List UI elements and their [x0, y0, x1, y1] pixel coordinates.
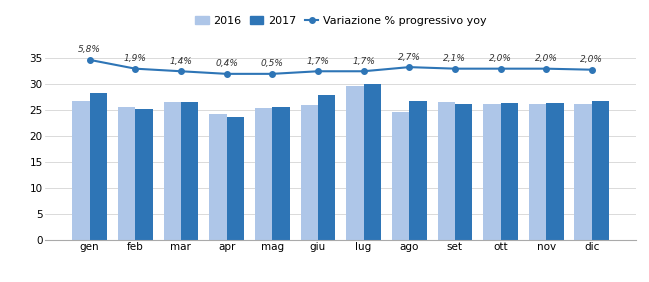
Text: 2,0%: 2,0% — [535, 54, 557, 63]
Bar — [181, 102, 199, 240]
Text: 2,0%: 2,0% — [489, 54, 512, 63]
Bar — [90, 93, 107, 240]
Bar — [410, 101, 426, 240]
Bar — [135, 109, 153, 240]
Bar — [272, 107, 289, 240]
Bar — [318, 94, 336, 240]
Text: 2,0%: 2,0% — [580, 55, 604, 64]
Legend: 2016, 2017, Variazione % progressivo yoy: 2016, 2017, Variazione % progressivo yoy — [191, 11, 491, 30]
Bar — [300, 105, 318, 240]
Bar — [392, 112, 410, 240]
Bar — [209, 114, 227, 240]
Text: 0,4%: 0,4% — [215, 59, 238, 68]
Bar — [546, 103, 563, 240]
Bar — [455, 104, 472, 240]
Bar — [592, 101, 609, 240]
Text: 1,9%: 1,9% — [124, 54, 147, 63]
Bar — [437, 102, 455, 240]
Text: 1,7%: 1,7% — [352, 57, 375, 66]
Bar — [529, 104, 546, 240]
Text: 1,4%: 1,4% — [169, 57, 192, 66]
Bar — [346, 86, 363, 240]
Text: 2,1%: 2,1% — [443, 54, 466, 63]
Text: 2,7%: 2,7% — [398, 52, 421, 61]
Bar — [483, 104, 500, 240]
Bar — [227, 117, 244, 240]
Bar — [164, 102, 181, 240]
Bar — [72, 101, 90, 240]
Text: 5,8%: 5,8% — [78, 45, 101, 54]
Bar — [500, 103, 518, 240]
Text: 1,7%: 1,7% — [306, 57, 329, 66]
Bar — [255, 108, 272, 240]
Bar — [363, 84, 381, 240]
Bar — [118, 107, 135, 240]
Text: 0,5%: 0,5% — [261, 59, 284, 68]
Bar — [574, 104, 592, 240]
